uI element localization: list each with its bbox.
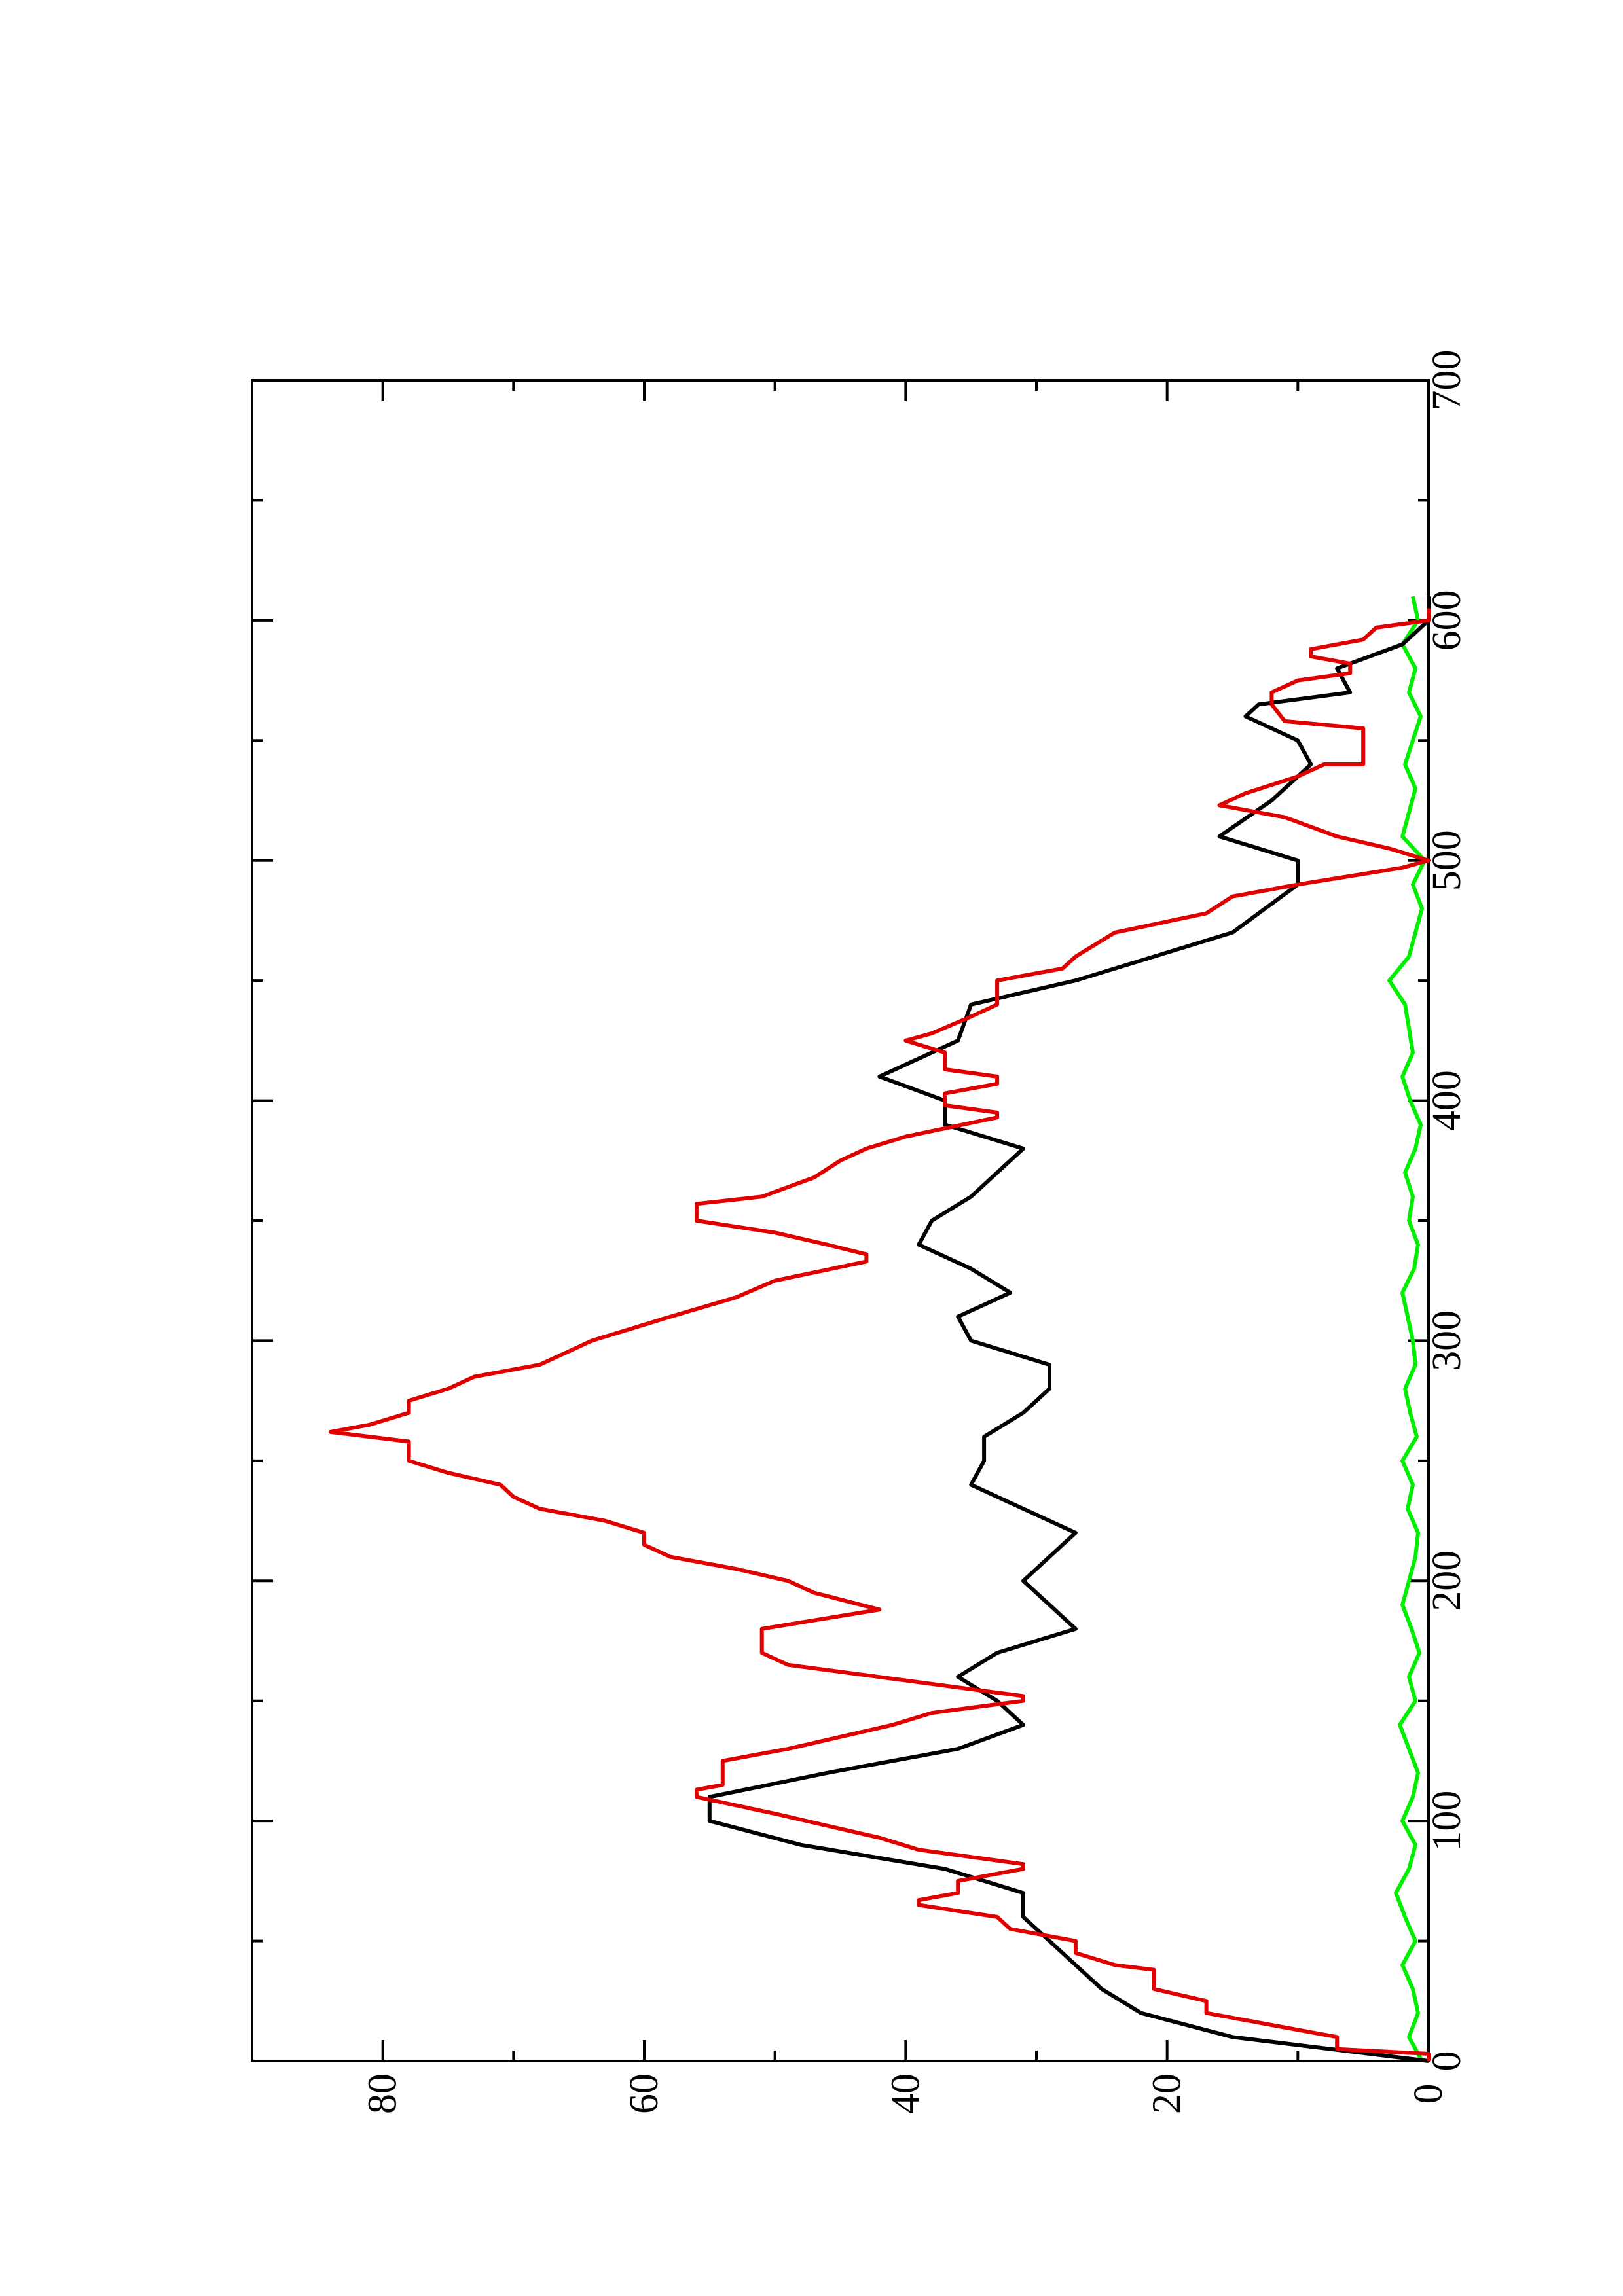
plot-frame (251, 379, 1430, 2062)
x-tick-label: 200 (1425, 1551, 1469, 1611)
x-tick-label: 400 (1425, 1070, 1469, 1131)
series-line (707, 596, 1431, 2063)
y-tick-label: 0 (1406, 2084, 1451, 2104)
y-tick-label: 80 (361, 2073, 405, 2114)
x-tick-label: 100 (1425, 1791, 1469, 1852)
x-tick-label: 700 (1425, 350, 1469, 411)
y-tick-label: 60 (622, 2073, 666, 2114)
x-tick-label: 600 (1425, 590, 1469, 651)
series-line (328, 608, 1431, 2061)
series-line (1387, 596, 1427, 2062)
x-tick-label: 500 (1425, 830, 1469, 891)
y-tick-label: 40 (883, 2073, 928, 2114)
x-tick-label: 300 (1425, 1310, 1469, 1371)
y-tick-label: 20 (1145, 2073, 1190, 2114)
x-tick-label: 0 (1425, 2051, 1469, 2072)
